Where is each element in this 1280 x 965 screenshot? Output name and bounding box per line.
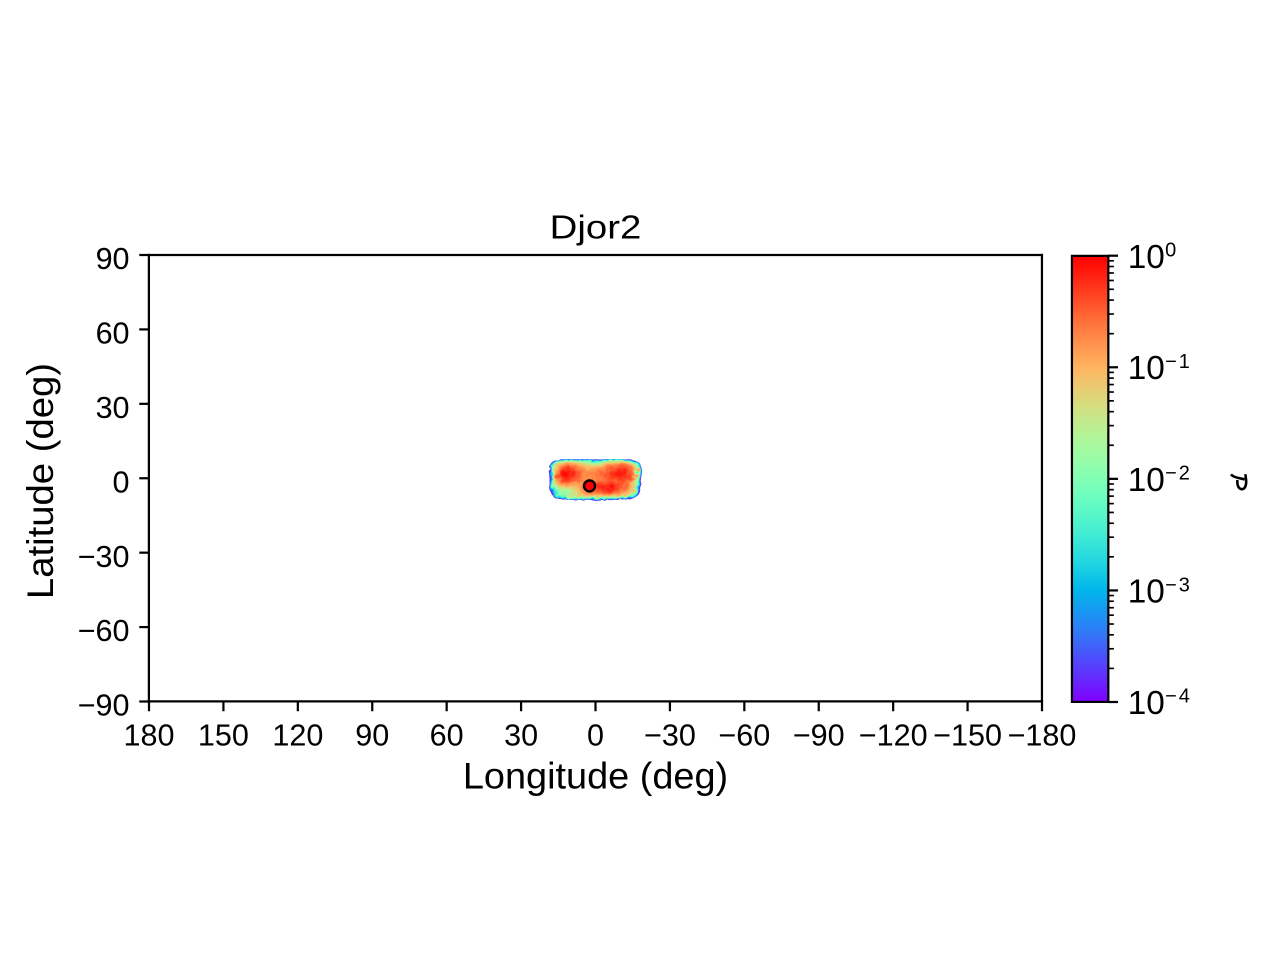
svg-text:60: 60 <box>96 317 130 351</box>
svg-text:90: 90 <box>355 719 389 753</box>
svg-text:−60: −60 <box>78 614 130 648</box>
svg-text:30: 30 <box>504 719 538 753</box>
svg-text:180: 180 <box>124 719 175 753</box>
svg-text:30: 30 <box>96 391 130 425</box>
svg-text:1 0 − 2: 1 0 − 2 <box>1128 441 1190 501</box>
svg-text:1 0 − 1: 1 0 − 1 <box>1128 329 1190 389</box>
svg-text:60: 60 <box>430 719 464 753</box>
svg-text:−180: −180 <box>1008 719 1077 753</box>
svg-text:−60: −60 <box>718 719 770 753</box>
svg-text:−120: −120 <box>859 719 928 753</box>
svg-text:1 0 − 3: 1 0 − 3 <box>1128 552 1190 612</box>
svg-text:0: 0 <box>587 719 604 753</box>
svg-text:−30: −30 <box>644 719 696 753</box>
svg-text:Latitude (deg): Latitude (deg) <box>20 363 61 599</box>
svg-text:Djor2: Djor2 <box>550 209 642 246</box>
svg-text:150: 150 <box>198 719 249 753</box>
svg-text:90: 90 <box>96 242 130 276</box>
svg-text:−150: −150 <box>933 719 1002 753</box>
svg-text:−90: −90 <box>78 689 130 723</box>
svg-text:1 0 0: 1 0 0 <box>1128 229 1177 278</box>
svg-text:−90: −90 <box>793 719 845 753</box>
svg-text:Longitude (deg): Longitude (deg) <box>463 755 728 796</box>
svg-text:120: 120 <box>272 719 323 753</box>
svg-text:−30: −30 <box>78 540 130 574</box>
svg-text:1 0 − 4: 1 0 − 4 <box>1128 664 1190 724</box>
svg-text:0: 0 <box>113 465 130 499</box>
